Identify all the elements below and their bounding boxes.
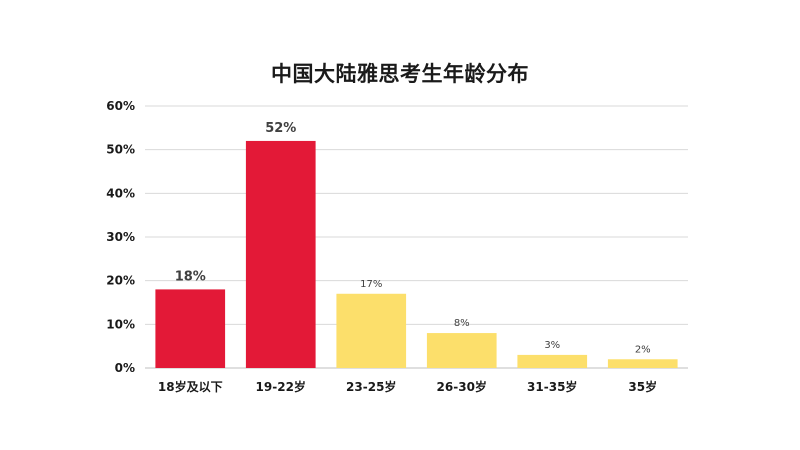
data-label: 8% — [454, 318, 470, 329]
y-tick-label: 40% — [106, 186, 135, 200]
y-tick-label: 0% — [115, 361, 135, 375]
bar — [155, 289, 226, 368]
x-tick-label: 31-35岁 — [527, 379, 577, 394]
y-tick-label: 60% — [106, 99, 135, 113]
bar — [336, 293, 407, 368]
x-tick-label: 19-22岁 — [256, 379, 306, 394]
x-axis-ticks: 18岁及以下 19-22岁 23-25岁 26-30岁 31-35岁 35岁 — [158, 379, 657, 394]
x-tick-label: 35岁 — [628, 379, 657, 394]
bar — [245, 140, 316, 368]
data-label: 17% — [360, 279, 382, 290]
bar — [607, 359, 678, 368]
bar — [517, 354, 588, 368]
data-labels: 18% 52% 17% 8% 3% 2% — [175, 121, 651, 355]
data-label: 2% — [635, 344, 651, 355]
data-label: 3% — [544, 340, 560, 351]
y-axis-ticks: 0% 10% 20% 30% 40% 50% 60% — [106, 99, 135, 375]
y-tick-label: 50% — [106, 143, 135, 157]
data-label: 52% — [265, 121, 296, 136]
data-label: 18% — [175, 269, 206, 284]
y-tick-label: 20% — [106, 274, 135, 288]
bar — [426, 333, 497, 368]
x-tick-label: 23-25岁 — [346, 379, 396, 394]
chart-title: 中国大陆雅思考生年龄分布 — [271, 62, 529, 86]
x-tick-label: 18岁及以下 — [158, 379, 223, 394]
gridlines — [145, 105, 688, 369]
y-tick-label: 30% — [106, 230, 135, 244]
x-tick-label: 26-30岁 — [437, 379, 487, 394]
bars — [155, 140, 678, 368]
y-tick-label: 10% — [106, 317, 135, 331]
